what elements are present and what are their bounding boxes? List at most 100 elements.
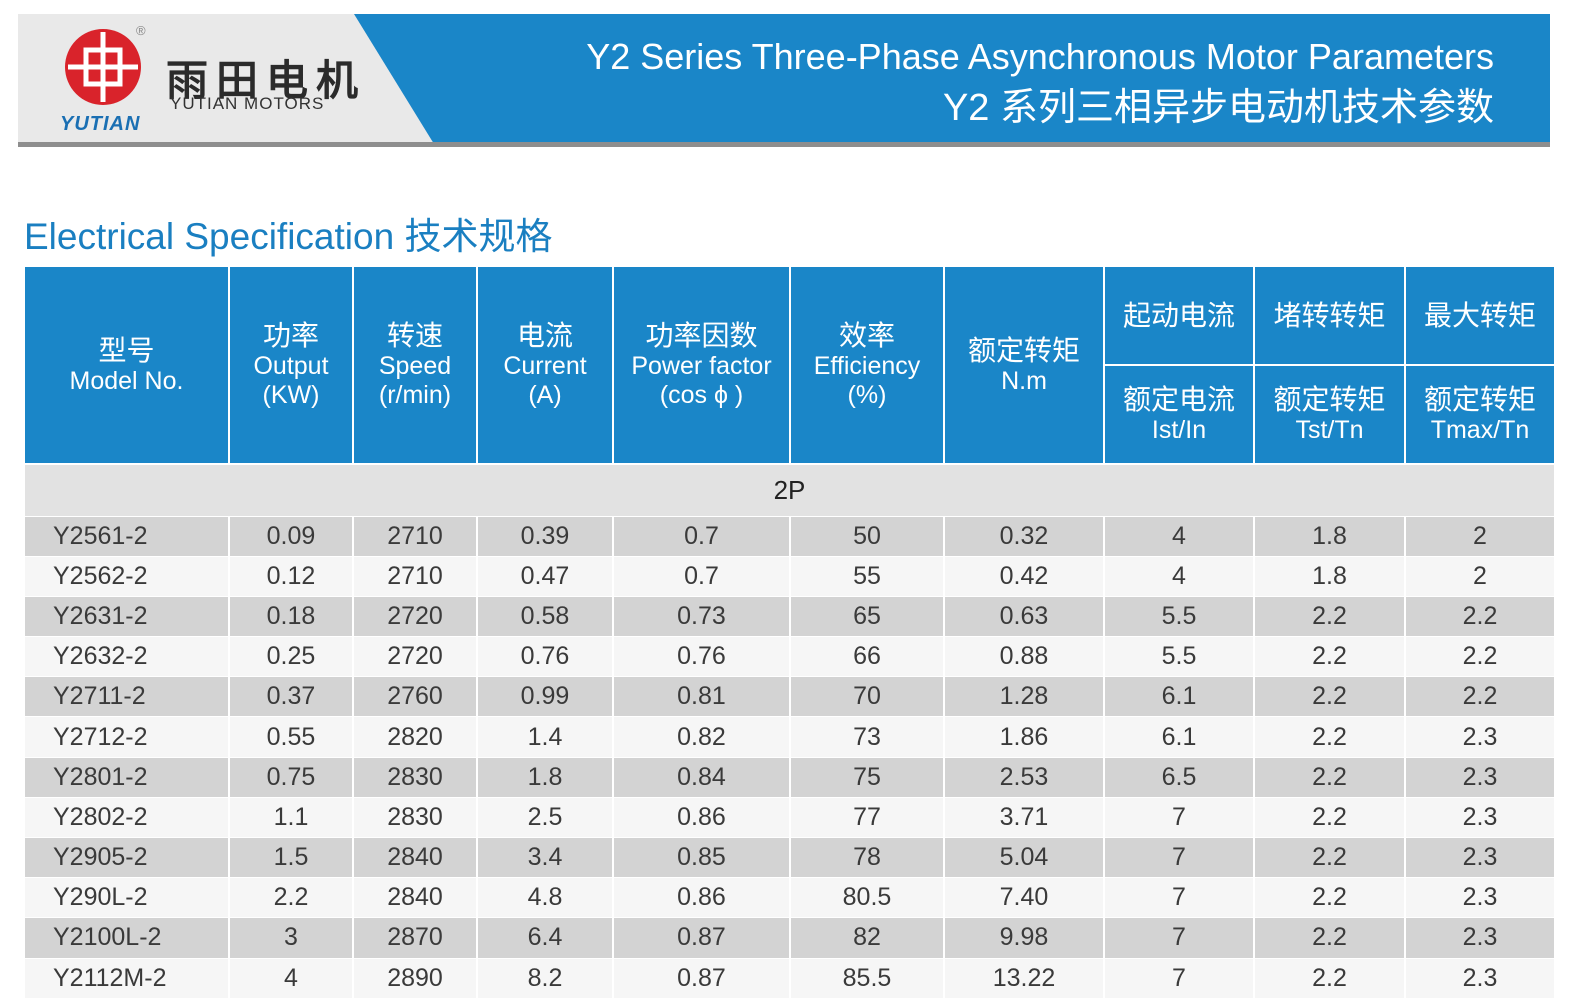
cell-eff: 55 [789, 556, 945, 597]
col-header-rated-torque: 额定转矩 N.m [943, 265, 1105, 465]
registered-mark: ® [136, 23, 146, 38]
cell-tmax: 2 [1404, 556, 1556, 597]
cell-speed: 2840 [352, 837, 478, 879]
cell-pf: 0.73 [612, 596, 791, 638]
table-row: Y2712-2 0.55 2820 1.4 0.82 73 1.86 6.1 2.2 2.3 [23, 716, 1556, 758]
cell-torque: 2.53 [943, 757, 1105, 798]
cell-speed: 2840 [352, 877, 478, 919]
cell-current: 8.2 [476, 958, 614, 999]
cell-speed: 2760 [352, 676, 478, 718]
header-banner: ® YUTIAN 雨田电机 YUTIAN MOTORS Y2 Series Th… [18, 14, 1550, 148]
cell-eff: 85.5 [789, 958, 945, 999]
cell-ist: 4 [1103, 556, 1255, 597]
cell-current: 0.39 [476, 516, 614, 557]
table-row: Y2905-2 1.5 2840 3.4 0.85 78 5.04 7 2.2 2.3 [23, 837, 1556, 879]
cell-model: Y2100L-2 [23, 917, 230, 959]
cell-tst: 2.2 [1253, 797, 1406, 839]
cell-tmax: 2.3 [1404, 797, 1556, 839]
cell-speed: 2710 [352, 556, 478, 597]
section-title: Electrical Specification 技术规格 [24, 216, 553, 257]
cell-model: Y2905-2 [23, 837, 230, 879]
cell-speed: 2720 [352, 596, 478, 638]
cell-ist: 5.5 [1103, 596, 1255, 638]
cell-torque: 0.63 [943, 596, 1105, 638]
cell-ist: 7 [1103, 837, 1255, 879]
col-header-ist-in: 额定电流 Ist/In [1103, 364, 1255, 465]
title-panel [354, 14, 1550, 144]
table-row: Y2100L-2 3 2870 6.4 0.87 82 9.98 7 2.2 2.3 [23, 917, 1556, 959]
cell-pf: 0.86 [612, 877, 791, 919]
col-header-start-current: 起动电流 [1103, 265, 1255, 366]
cell-torque: 1.28 [943, 676, 1105, 718]
cell-current: 2.5 [476, 797, 614, 839]
brand-name-en: YUTIAN MOTORS [170, 94, 325, 113]
cell-tmax: 2.3 [1404, 877, 1556, 919]
cell-tst: 2.2 [1253, 837, 1406, 879]
cell-model: Y2801-2 [23, 757, 230, 798]
col-header-power-factor: 功率因数 Power factor (cos ϕ ) [612, 265, 791, 465]
cell-ist: 7 [1103, 797, 1255, 839]
cell-current: 1.8 [476, 757, 614, 798]
cell-current: 0.58 [476, 596, 614, 638]
cell-pf: 0.7 [612, 556, 791, 597]
cell-output: 3 [228, 917, 354, 959]
cell-ist: 7 [1103, 877, 1255, 919]
table-row: Y290L-2 2.2 2840 4.8 0.86 80.5 7.40 7 2.2 2.3 [23, 877, 1556, 919]
col-header-locked-torque: 堵转转矩 [1253, 265, 1406, 366]
cell-speed: 2830 [352, 757, 478, 798]
cell-tmax: 2.2 [1404, 596, 1556, 638]
cell-speed: 2870 [352, 917, 478, 959]
cell-output: 0.12 [228, 556, 354, 597]
col-header-max-torque: 最大转矩 [1404, 265, 1556, 366]
header-divider [18, 142, 1550, 147]
cell-torque: 0.88 [943, 636, 1105, 678]
col-header-efficiency: 效率 Efficiency (%) [789, 265, 945, 465]
cell-model: Y2112M-2 [23, 958, 230, 999]
cell-pf: 0.82 [612, 716, 791, 758]
page-title-en: Y2 Series Three-Phase Asynchronous Motor… [586, 36, 1494, 77]
col-header-current: 电流 Current (A) [476, 265, 614, 465]
cell-model: Y2562-2 [23, 556, 230, 597]
cell-pf: 0.84 [612, 757, 791, 798]
cell-ist: 5.5 [1103, 636, 1255, 678]
table-row: Y2711-2 0.37 2760 0.99 0.81 70 1.28 6.1 2.2 2.2 [23, 676, 1556, 718]
table-row: Y2801-2 0.75 2830 1.8 0.84 75 2.53 6.5 2.2 2.3 [23, 757, 1556, 798]
cell-torque: 13.22 [943, 958, 1105, 999]
cell-eff: 78 [789, 837, 945, 879]
cell-eff: 77 [789, 797, 945, 839]
col-header-speed: 转速 Speed (r/min) [352, 265, 478, 465]
yutian-logo-icon [65, 29, 141, 105]
cell-output: 0.18 [228, 596, 354, 638]
cell-ist: 6.1 [1103, 716, 1255, 758]
cell-pf: 0.87 [612, 958, 791, 999]
cell-tst: 2.2 [1253, 917, 1406, 959]
cell-torque: 5.04 [943, 837, 1105, 879]
cell-speed: 2720 [352, 636, 478, 678]
cell-current: 0.76 [476, 636, 614, 678]
cell-torque: 7.40 [943, 877, 1105, 919]
cell-ist: 4 [1103, 516, 1255, 557]
cell-pf: 0.76 [612, 636, 791, 678]
cell-output: 1.1 [228, 797, 354, 839]
cell-current: 0.99 [476, 676, 614, 718]
cell-ist: 6.5 [1103, 757, 1255, 798]
group-label: 2P [23, 464, 1556, 517]
cell-tmax: 2 [1404, 516, 1556, 557]
table-row: Y2632-2 0.25 2720 0.76 0.76 66 0.88 5.5 2.2 2.2 [23, 636, 1556, 678]
cell-output: 0.25 [228, 636, 354, 678]
table-row: Y2802-2 1.1 2830 2.5 0.86 77 3.71 7 2.2 2.3 [23, 797, 1556, 839]
cell-model: Y2712-2 [23, 716, 230, 758]
cell-current: 0.47 [476, 556, 614, 597]
cell-tmax: 2.2 [1404, 636, 1556, 678]
cell-output: 0.75 [228, 757, 354, 798]
cell-ist: 6.1 [1103, 676, 1255, 718]
cell-eff: 50 [789, 516, 945, 557]
cell-model: Y290L-2 [23, 877, 230, 919]
cell-tmax: 2.3 [1404, 716, 1556, 758]
cell-model: Y2631-2 [23, 596, 230, 638]
cell-pf: 0.87 [612, 917, 791, 959]
cell-model: Y2711-2 [23, 676, 230, 718]
col-header-tst-tn: 额定转矩 Tst/Tn [1253, 364, 1406, 465]
cell-output: 2.2 [228, 877, 354, 919]
cell-model: Y2632-2 [23, 636, 230, 678]
